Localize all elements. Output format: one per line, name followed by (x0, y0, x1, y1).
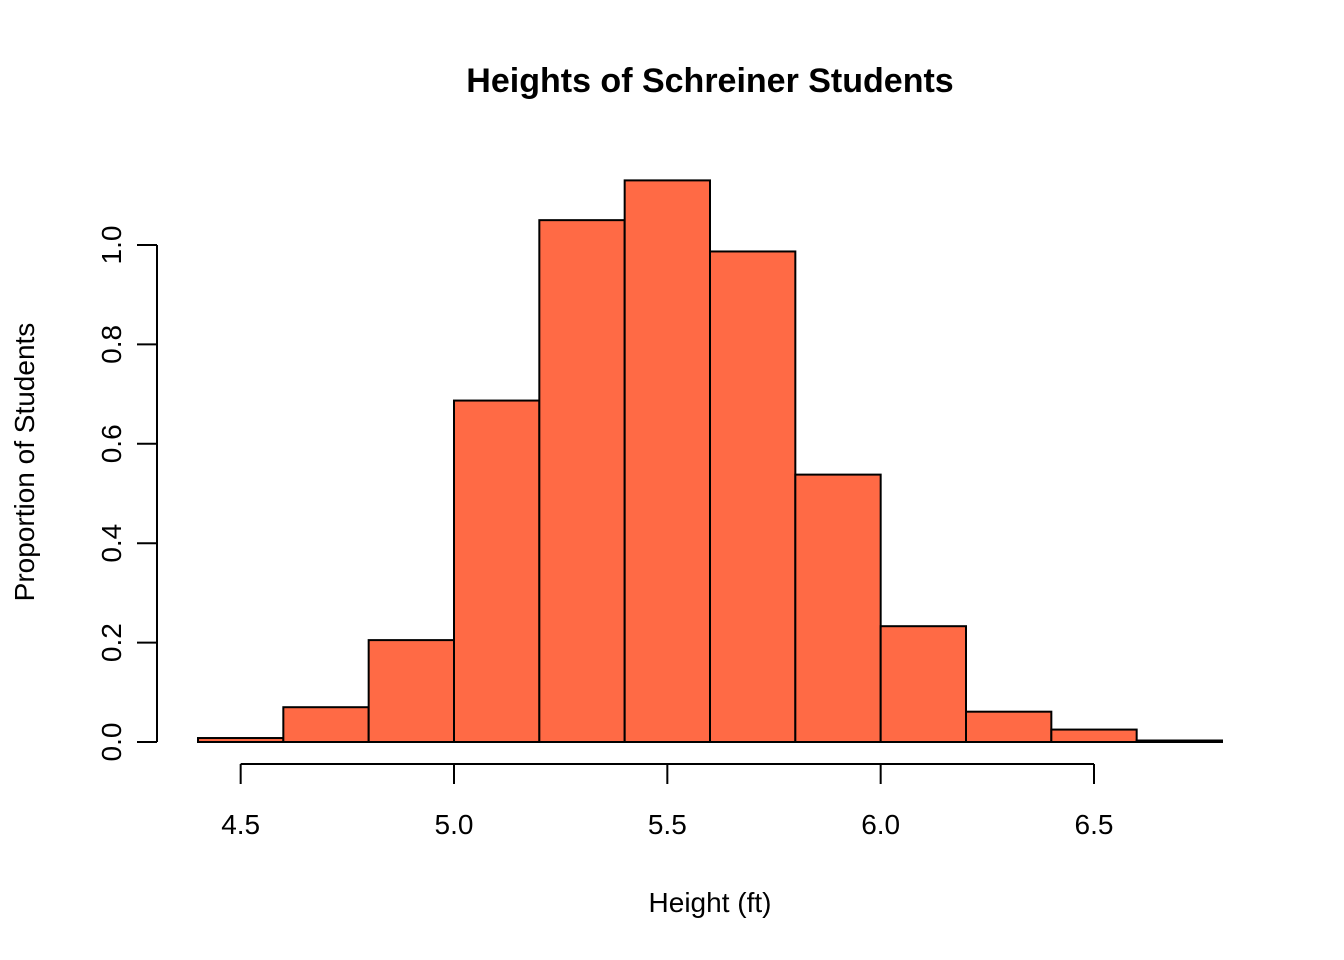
y-tick-label: 0.2 (96, 623, 127, 662)
y-tick-label: 0.0 (96, 723, 127, 762)
histogram-bar (197, 737, 285, 743)
y-tick-label: 0.8 (96, 325, 127, 364)
bars-group (197, 179, 1223, 744)
x-axis: 4.5 5.0 5.5 6.0 6.5 (221, 763, 1114, 840)
y-tick-label: 0.6 (96, 424, 127, 463)
histogram-bar (453, 399, 541, 743)
x-tick-label: 6.5 (1075, 809, 1114, 840)
x-tick-label: 5.0 (435, 809, 474, 840)
histogram-bar (623, 179, 712, 743)
y-axis: 0.0 0.2 0.4 0.6 0.8 1.0 (96, 226, 158, 762)
histogram-bar (965, 710, 1053, 743)
chart-title: Heights of Schreiner Students (466, 62, 953, 100)
x-axis-label: Height (ft) (649, 887, 772, 918)
histogram-bar (879, 625, 968, 743)
x-tick-label: 4.5 (221, 809, 260, 840)
x-tick-label: 6.0 (861, 809, 900, 840)
x-tick-label: 5.5 (648, 809, 687, 840)
y-tick-label: 0.4 (96, 524, 127, 563)
y-tick-label: 1.0 (96, 226, 127, 265)
histogram-bar (538, 219, 626, 743)
histogram-bar (1135, 739, 1223, 743)
histogram-bar (367, 639, 455, 743)
histogram-bar (1050, 728, 1138, 744)
histogram-bar (282, 706, 370, 744)
histogram-bar (709, 250, 797, 743)
y-axis-label: Proportion of Students (9, 323, 40, 602)
histogram-bar (794, 473, 882, 743)
